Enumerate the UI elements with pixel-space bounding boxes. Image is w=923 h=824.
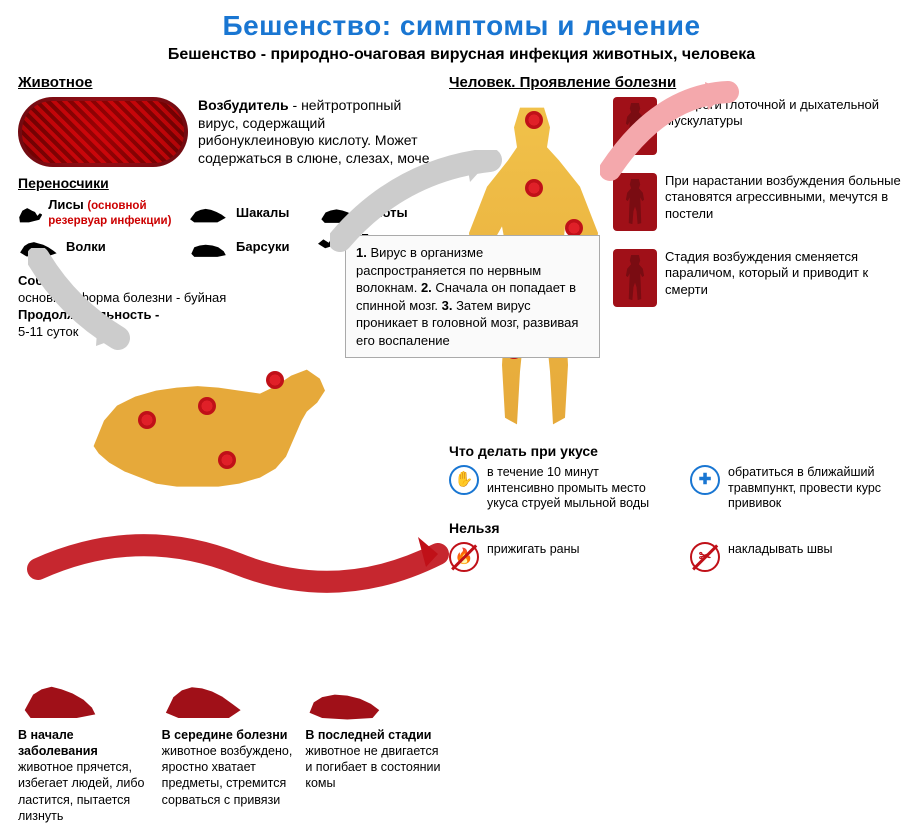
action-doctor: ✚ обратиться в ближайший травмпункт, про…: [690, 465, 905, 512]
stage-3: В последней стадии животное не двигается…: [305, 669, 441, 824]
pink-arrow-human: [600, 80, 740, 190]
dog-figure: [78, 349, 338, 499]
paralysis-icon: [613, 249, 657, 307]
main-title: Бешенство: симптомы и лечение: [18, 10, 905, 42]
virus-icon: [18, 97, 188, 167]
subtitle: Бешенство - природно-очаговая вирусная и…: [18, 46, 905, 64]
carrier-jackal: Шакалы: [188, 197, 308, 227]
carrier-fox: Лисы (основной резервуар инфекции): [18, 197, 178, 227]
stage-1: В начале заболевания животное прячется, …: [18, 669, 154, 824]
badger-icon: [188, 233, 230, 259]
stage3-icon: [305, 669, 389, 721]
symptom-3: Стадия возбуждения сменяется параличом, …: [613, 249, 905, 307]
no-stitch-icon: ✂: [690, 542, 720, 572]
forbid-header: Нельзя: [449, 520, 905, 536]
jackal-icon: [188, 199, 230, 225]
gray-arrow-1: [28, 248, 148, 368]
actions-block: Что делать при укусе ✋ в течение 10 мину…: [449, 443, 905, 572]
forbid-stitch: ✂ накладывать швы: [690, 542, 905, 572]
fox-icon: [18, 199, 42, 225]
stages-row: В начале заболевания животное прячется, …: [18, 669, 441, 824]
stage1-icon: [18, 669, 102, 721]
red-arrow-wave: [18, 519, 458, 599]
no-burn-icon: 🔥: [449, 542, 479, 572]
actions-header: Что делать при укусе: [449, 443, 905, 459]
syringe-icon: ✚: [690, 465, 720, 495]
carrier-badger: Барсуки: [188, 231, 308, 261]
forbid-burn: 🔥 прижигать раны: [449, 542, 664, 572]
gray-arrow-2: [330, 150, 510, 270]
stage2-icon: [162, 669, 246, 721]
stage-2: В середине болезни животное возбуждено, …: [162, 669, 298, 824]
action-wash: ✋ в течение 10 минут интенсивно промыть …: [449, 465, 664, 512]
wash-icon: ✋: [449, 465, 479, 495]
animal-header: Животное: [18, 74, 441, 91]
